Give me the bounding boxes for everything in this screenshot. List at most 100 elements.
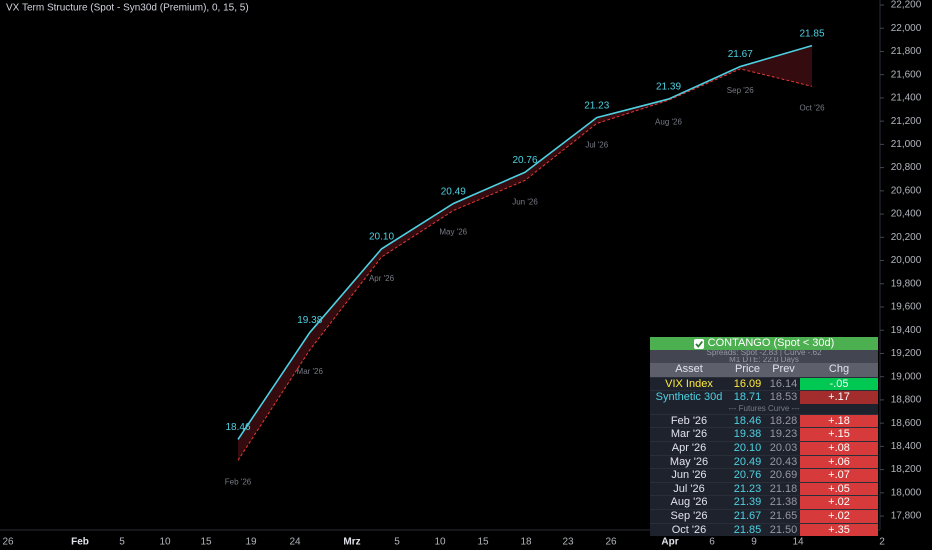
x-tick-label: 10: [159, 537, 171, 548]
x-tick-label: 2: [879, 537, 885, 548]
y-tick-label: 22,200: [891, 0, 922, 11]
chart-title: VX Term Structure (Spot - Syn30d (Premiu…: [6, 3, 249, 14]
table-cell: Synthetic 30d: [655, 391, 723, 404]
futures-row: Apr '26 20.10 20.03 +.08: [650, 440, 878, 455]
table-subtitle: M1 DTE: 22.0 Days: [729, 356, 799, 363]
category-label: Jul '26: [585, 141, 608, 150]
table-cell: Sep '26: [670, 509, 708, 522]
table-cell: Aug '26: [670, 496, 708, 509]
subtitle-row: Spreads: Spot -2.83 | Curve -.62: [650, 350, 878, 357]
table-cell: +.17: [800, 391, 878, 404]
y-tick-label: 21,000: [891, 139, 922, 150]
y-tick-label: 20,000: [891, 255, 922, 266]
category-label: Oct '26: [799, 103, 825, 112]
table-cell: Jul '26: [673, 482, 705, 495]
table-cell: 20.10: [733, 441, 762, 454]
table-cell: Mar '26: [670, 428, 708, 441]
y-tick-label: 19,000: [891, 371, 922, 382]
y-tick-label: 20,800: [891, 162, 922, 173]
table-cell: 20.69: [769, 469, 798, 482]
category-label: May '26: [439, 228, 467, 237]
table-cell: +.02: [800, 496, 878, 509]
table-cell: 21.50: [769, 523, 798, 536]
table-cell: 19.23: [769, 428, 798, 441]
y-tick-label: 18,000: [891, 487, 922, 498]
y-tick-label: 19,600: [891, 302, 922, 313]
y-tick-label: 18,600: [891, 418, 922, 429]
x-tick-label: 9: [751, 537, 757, 548]
x-tick-label: 26: [605, 537, 617, 548]
y-tick-label: 21,600: [891, 69, 922, 80]
table-cell: Jun '26: [671, 469, 707, 482]
y-tick-label: 18,800: [891, 395, 922, 406]
data-label: 21.67: [728, 49, 753, 60]
category-label: Aug '26: [655, 117, 682, 126]
futures-row: May '26 20.49 20.43 +.06: [650, 454, 878, 469]
y-tick-label: 21,800: [891, 46, 922, 57]
header-cell: Prev: [772, 363, 795, 375]
summary-table: CONTANGO (Spot < 30d) Spreads: Spot -2.83…: [650, 337, 878, 537]
category-label: Jun '26: [512, 197, 538, 206]
data-label: 20.10: [369, 232, 394, 243]
table-cell: 18.71: [733, 391, 762, 404]
futures-row: Oct '26 21.85 21.50 +.35: [650, 522, 878, 537]
x-tick-label: 6: [709, 537, 715, 548]
spread-fill: [309, 248, 382, 350]
table-cell: +.06: [800, 455, 878, 469]
x-tick-label: 23: [562, 537, 574, 548]
category-label: Feb '26: [225, 477, 252, 486]
x-tick-label: 5: [119, 537, 125, 548]
y-tick-label: 17,800: [891, 511, 922, 522]
y-tick-label: 18,400: [891, 441, 922, 452]
spread-fill: [453, 172, 525, 211]
table-cell: +.05: [800, 482, 878, 496]
y-tick-label: 19,200: [891, 348, 922, 359]
header-cell: Chg: [828, 363, 850, 375]
table-cell: VIX Index: [665, 377, 713, 390]
table-subtitle: Spreads: Spot -2.83 | Curve -.62: [706, 350, 822, 357]
prev-curve-line: [237, 68, 813, 461]
futures-row: Aug '26 21.39 21.38 +.02: [650, 495, 878, 509]
x-tick-label: 10: [434, 537, 446, 548]
y-tick-label: 19,400: [891, 325, 922, 336]
y-tick-label: 20,600: [891, 185, 922, 196]
table-cell: 20.43: [769, 455, 798, 468]
x-tick-label: 5: [394, 537, 400, 548]
check-icon: [693, 338, 704, 349]
table-cell: +.02: [800, 509, 878, 523]
table-cell: Oct '26: [671, 523, 707, 536]
table-cell: 20.03: [769, 441, 798, 454]
category-label: Apr '26: [369, 274, 395, 283]
table-cell: 21.65: [769, 509, 798, 522]
spread-fill: [238, 332, 310, 461]
y-tick-label: 20,200: [891, 232, 922, 243]
x-tick-label: 14: [792, 537, 804, 548]
x-tick-label: 19: [245, 537, 257, 548]
section-label: --- Futures Curve ---: [728, 403, 800, 413]
x-tick-label: 18: [520, 537, 532, 548]
table-row: VIX Index 16.09 16.14 -.05: [650, 376, 878, 391]
header-cell: Price: [734, 363, 761, 375]
data-label: 19.38: [297, 315, 322, 326]
table-cell: 19.38: [733, 428, 762, 441]
table-cell: 21.67: [733, 509, 762, 522]
data-label: 21.23: [584, 100, 609, 111]
futures-row: Jun '26 20.76 20.69 +.07: [650, 468, 878, 482]
table-cell: 21.18: [769, 482, 798, 495]
data-label: 21.39: [656, 82, 681, 93]
table-cell: +.15: [800, 428, 878, 441]
x-tick-label: 15: [200, 537, 212, 548]
table-cell: +.08: [800, 441, 878, 455]
y-tick-label: 19,800: [891, 278, 922, 289]
x-tick-label: Apr: [661, 537, 678, 548]
spread-fill: [381, 203, 454, 258]
futures-row: Feb '26 18.46 18.28 +.18: [650, 413, 878, 428]
y-tick-label: 20,400: [891, 209, 922, 220]
table-cell: 20.76: [733, 469, 762, 482]
table-cell: Feb '26: [670, 414, 708, 427]
section-row: --- Futures Curve ---: [650, 403, 878, 414]
data-label: 18.46: [225, 422, 250, 433]
table-cell: 21.38: [769, 496, 798, 509]
